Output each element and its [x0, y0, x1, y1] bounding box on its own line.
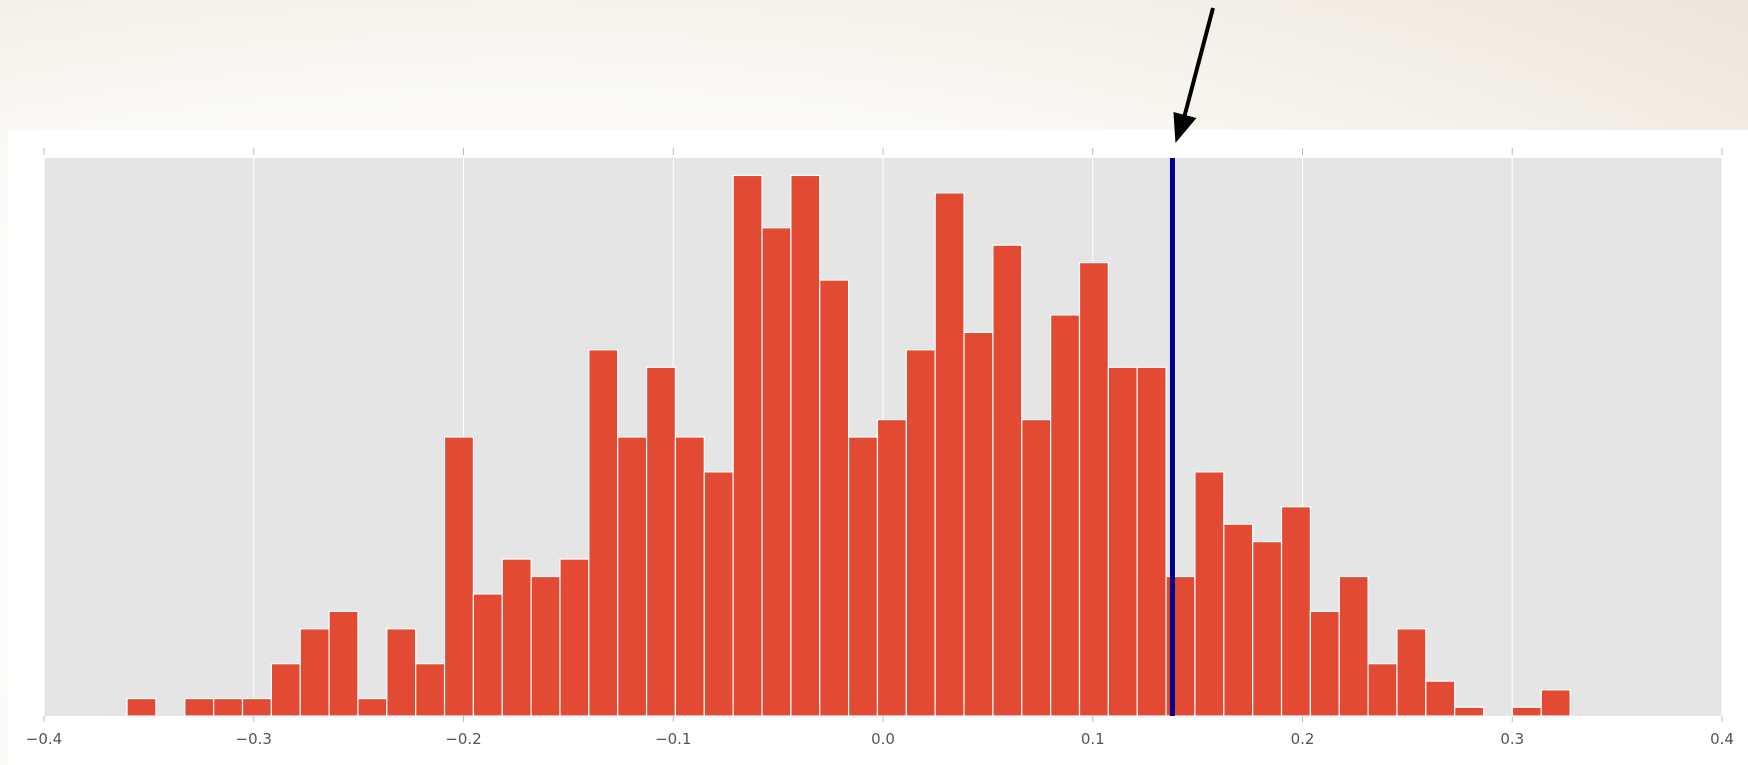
histogram-bar [1540, 689, 1571, 717]
histogram-bar [790, 174, 821, 717]
histogram-bar [1367, 663, 1398, 717]
x-axis-ticks: −0.4 −0.3 −0.2 −0.1 0.0 0.1 0.2 0.3 0.4 [26, 148, 1734, 748]
x-tick-label: 0.0 [871, 730, 895, 748]
histogram-bar [1050, 314, 1081, 717]
histogram-bar [876, 418, 907, 717]
histogram-bar [415, 663, 446, 717]
histogram-bar [270, 663, 301, 717]
histogram-bar [1021, 418, 1052, 717]
x-tick-label: −0.4 [26, 730, 62, 748]
x-tick-label: 0.1 [1081, 730, 1105, 748]
histogram-bar [848, 436, 879, 717]
histogram-bar [905, 349, 936, 717]
histogram-bar [357, 697, 388, 717]
histogram-bar [472, 593, 503, 717]
x-tick-label: 0.4 [1710, 730, 1734, 748]
x-tick-label: −0.1 [655, 730, 691, 748]
histogram-bar [559, 558, 590, 717]
histogram-bar [299, 628, 330, 717]
histogram-bar [617, 436, 648, 717]
x-tick-label: 0.2 [1291, 730, 1315, 748]
x-tick-label: 0.3 [1500, 730, 1524, 748]
histogram-bar [934, 192, 965, 717]
histogram-bar [1252, 541, 1283, 717]
x-tick-label: −0.3 [236, 730, 272, 748]
histogram-bar [819, 279, 850, 717]
histogram-bar [992, 244, 1023, 717]
histogram-bar [1309, 610, 1340, 717]
histogram-bar [703, 471, 734, 717]
histogram-bar [1338, 575, 1369, 717]
arrow-head [1173, 112, 1197, 143]
histogram-bar [963, 331, 994, 717]
histogram-bar [588, 349, 619, 717]
histogram-bar [1223, 523, 1254, 717]
histogram-bar [386, 628, 417, 717]
annotation-arrow [1173, 7, 1215, 143]
histogram-bar [126, 697, 157, 717]
histogram-bar [241, 697, 272, 717]
histogram-bar [501, 558, 532, 717]
histogram-bar [732, 174, 763, 717]
histogram-bar [1511, 706, 1542, 717]
histogram-bars [126, 174, 1571, 717]
histogram-bar [645, 366, 677, 717]
histogram-bar [1107, 366, 1138, 717]
arrow-shaft [1181, 7, 1215, 121]
histogram-bar [443, 436, 475, 717]
histogram-bar [1396, 628, 1427, 717]
histogram-bar [184, 697, 215, 717]
histogram-bar [1194, 471, 1225, 717]
histogram-bar [1078, 262, 1109, 717]
histogram-bar [1280, 506, 1311, 717]
x-tick-label: −0.2 [445, 730, 481, 748]
histogram-bar [761, 227, 792, 717]
histogram-bar [1136, 366, 1167, 717]
histogram-bar [213, 697, 244, 717]
histogram-bar [1454, 706, 1485, 717]
histogram-bar [674, 436, 705, 717]
histogram-bar [328, 610, 359, 717]
histogram-bar [530, 575, 561, 717]
histogram-bar [1425, 680, 1456, 717]
